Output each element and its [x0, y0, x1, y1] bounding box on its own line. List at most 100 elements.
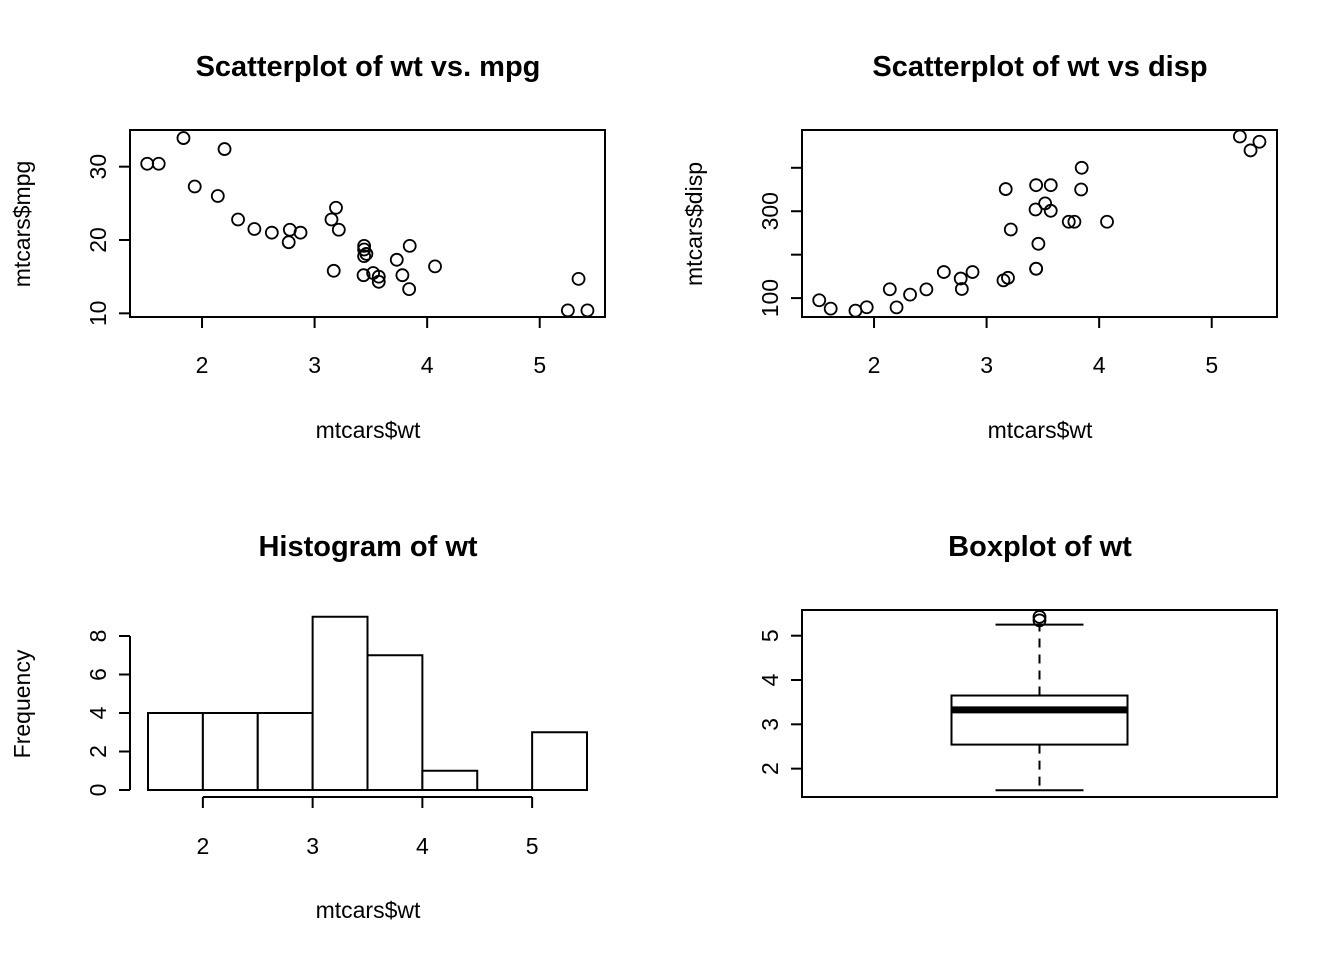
histogram-bar [311, 615, 369, 791]
y-tick-label: 5 [757, 629, 783, 642]
x-axis-label: mtcars$wt [988, 417, 1093, 443]
y-axis: 10 20 30 [85, 154, 131, 327]
y-tick-label: 4 [757, 673, 783, 686]
data-point [823, 301, 838, 316]
histogram-bar [201, 712, 259, 791]
histogram-bar [256, 712, 314, 791]
data-point [359, 247, 374, 261]
x-tick-label: 2 [196, 833, 209, 859]
histogram-bar [366, 654, 424, 791]
data-point [812, 293, 827, 308]
data-point [1029, 178, 1044, 193]
y-tick-label: 10 [85, 301, 111, 327]
data-point [371, 269, 386, 284]
data-point [187, 179, 202, 194]
panel-boxplot-wt: Boxplot of wt 2 3 4 5 [757, 531, 1278, 798]
data-point [998, 182, 1013, 196]
x-tick-label: 5 [526, 833, 539, 859]
data-point [580, 303, 595, 318]
data-point [1043, 203, 1058, 218]
data-point [965, 265, 980, 279]
y-axis: 0 2 4 6 8 [85, 630, 131, 796]
outlier-point [1032, 610, 1047, 624]
data-point [176, 131, 191, 145]
x-tick-label: 2 [868, 352, 881, 378]
data-point [331, 222, 346, 237]
x-tick-label: 3 [980, 352, 993, 378]
histogram-bar [147, 712, 204, 791]
x-axis-label: mtcars$wt [316, 897, 421, 923]
histogram-bar [531, 731, 588, 791]
data-point [326, 263, 341, 278]
plot-frame [801, 129, 1278, 318]
x-tick-label: 4 [416, 833, 429, 859]
y-tick-label: 2 [757, 762, 783, 775]
data-point [571, 271, 586, 286]
data-point [1028, 202, 1043, 217]
panel-scatter-wt-mpg: Scatterplot of wt vs. mpg mtcars$wt mtca… [9, 51, 606, 443]
data-point [247, 222, 262, 236]
data-point [1003, 222, 1018, 237]
data-point [1074, 160, 1089, 175]
data-point [140, 156, 155, 171]
data-point [1043, 178, 1058, 193]
data-point [264, 225, 279, 240]
y-tick-label: 2 [85, 745, 111, 758]
histogram-bar [421, 769, 479, 791]
panel-scatter-wt-disp: Scatterplot of wt vs disp mtcars$wt mtca… [681, 51, 1278, 443]
data-point [210, 189, 225, 203]
chart-title: Histogram of wt [258, 531, 477, 563]
chart-title: Scatterplot of wt vs. mpg [196, 51, 541, 83]
x-tick-label: 4 [1093, 352, 1106, 378]
x-axis: 2 3 4 5 [196, 796, 539, 859]
data-point [1029, 261, 1044, 276]
x-axis: 2 3 4 5 [868, 316, 1218, 378]
data-point [1001, 270, 1015, 285]
y-axis-label: mtcars$disp [681, 162, 707, 286]
x-tick-label: 3 [308, 352, 321, 378]
y-tick-label: 6 [85, 668, 111, 681]
y-tick-label: 8 [85, 630, 111, 643]
y-tick-label: 300 [757, 192, 783, 230]
data-point [402, 238, 417, 253]
y-tick-label: 4 [85, 706, 111, 719]
panel-histogram-wt: Histogram of wt mtcars$wt Frequency 2 3 4 5… [9, 531, 588, 923]
x-axis: 2 3 4 5 [196, 316, 546, 378]
data-point [389, 252, 404, 267]
data-point [395, 268, 410, 283]
x-tick-label: 4 [421, 352, 434, 378]
data-point [848, 303, 863, 318]
scatter-points [140, 131, 595, 318]
x-tick-label: 2 [196, 352, 209, 378]
y-tick-label: 3 [757, 718, 783, 731]
y-axis: 2 3 4 5 [757, 629, 803, 775]
boxplot [950, 610, 1129, 792]
data-point [882, 282, 897, 297]
data-point [889, 300, 904, 315]
data-point [217, 142, 232, 156]
y-axis-label: Frequency [9, 649, 35, 758]
chart-title: Boxplot of wt [948, 531, 1132, 563]
data-point [1232, 129, 1247, 144]
data-point [1061, 214, 1076, 229]
data-point [859, 300, 874, 315]
data-point [1100, 214, 1114, 229]
x-tick-label: 5 [1205, 352, 1218, 378]
data-point [293, 225, 308, 240]
outlier-point [1032, 613, 1047, 628]
scatter-points [812, 129, 1267, 318]
data-point [356, 268, 371, 283]
data-point [1243, 143, 1258, 158]
x-tick-label: 3 [306, 833, 319, 859]
data-point [357, 238, 372, 253]
data-point [151, 156, 166, 171]
data-point [428, 259, 442, 274]
data-point [324, 212, 339, 227]
box-iqr [950, 694, 1129, 746]
data-point [281, 235, 296, 250]
x-tick-label: 5 [533, 352, 546, 378]
data-point [329, 200, 343, 215]
data-point [1031, 236, 1046, 251]
histogram-bars [147, 615, 588, 791]
